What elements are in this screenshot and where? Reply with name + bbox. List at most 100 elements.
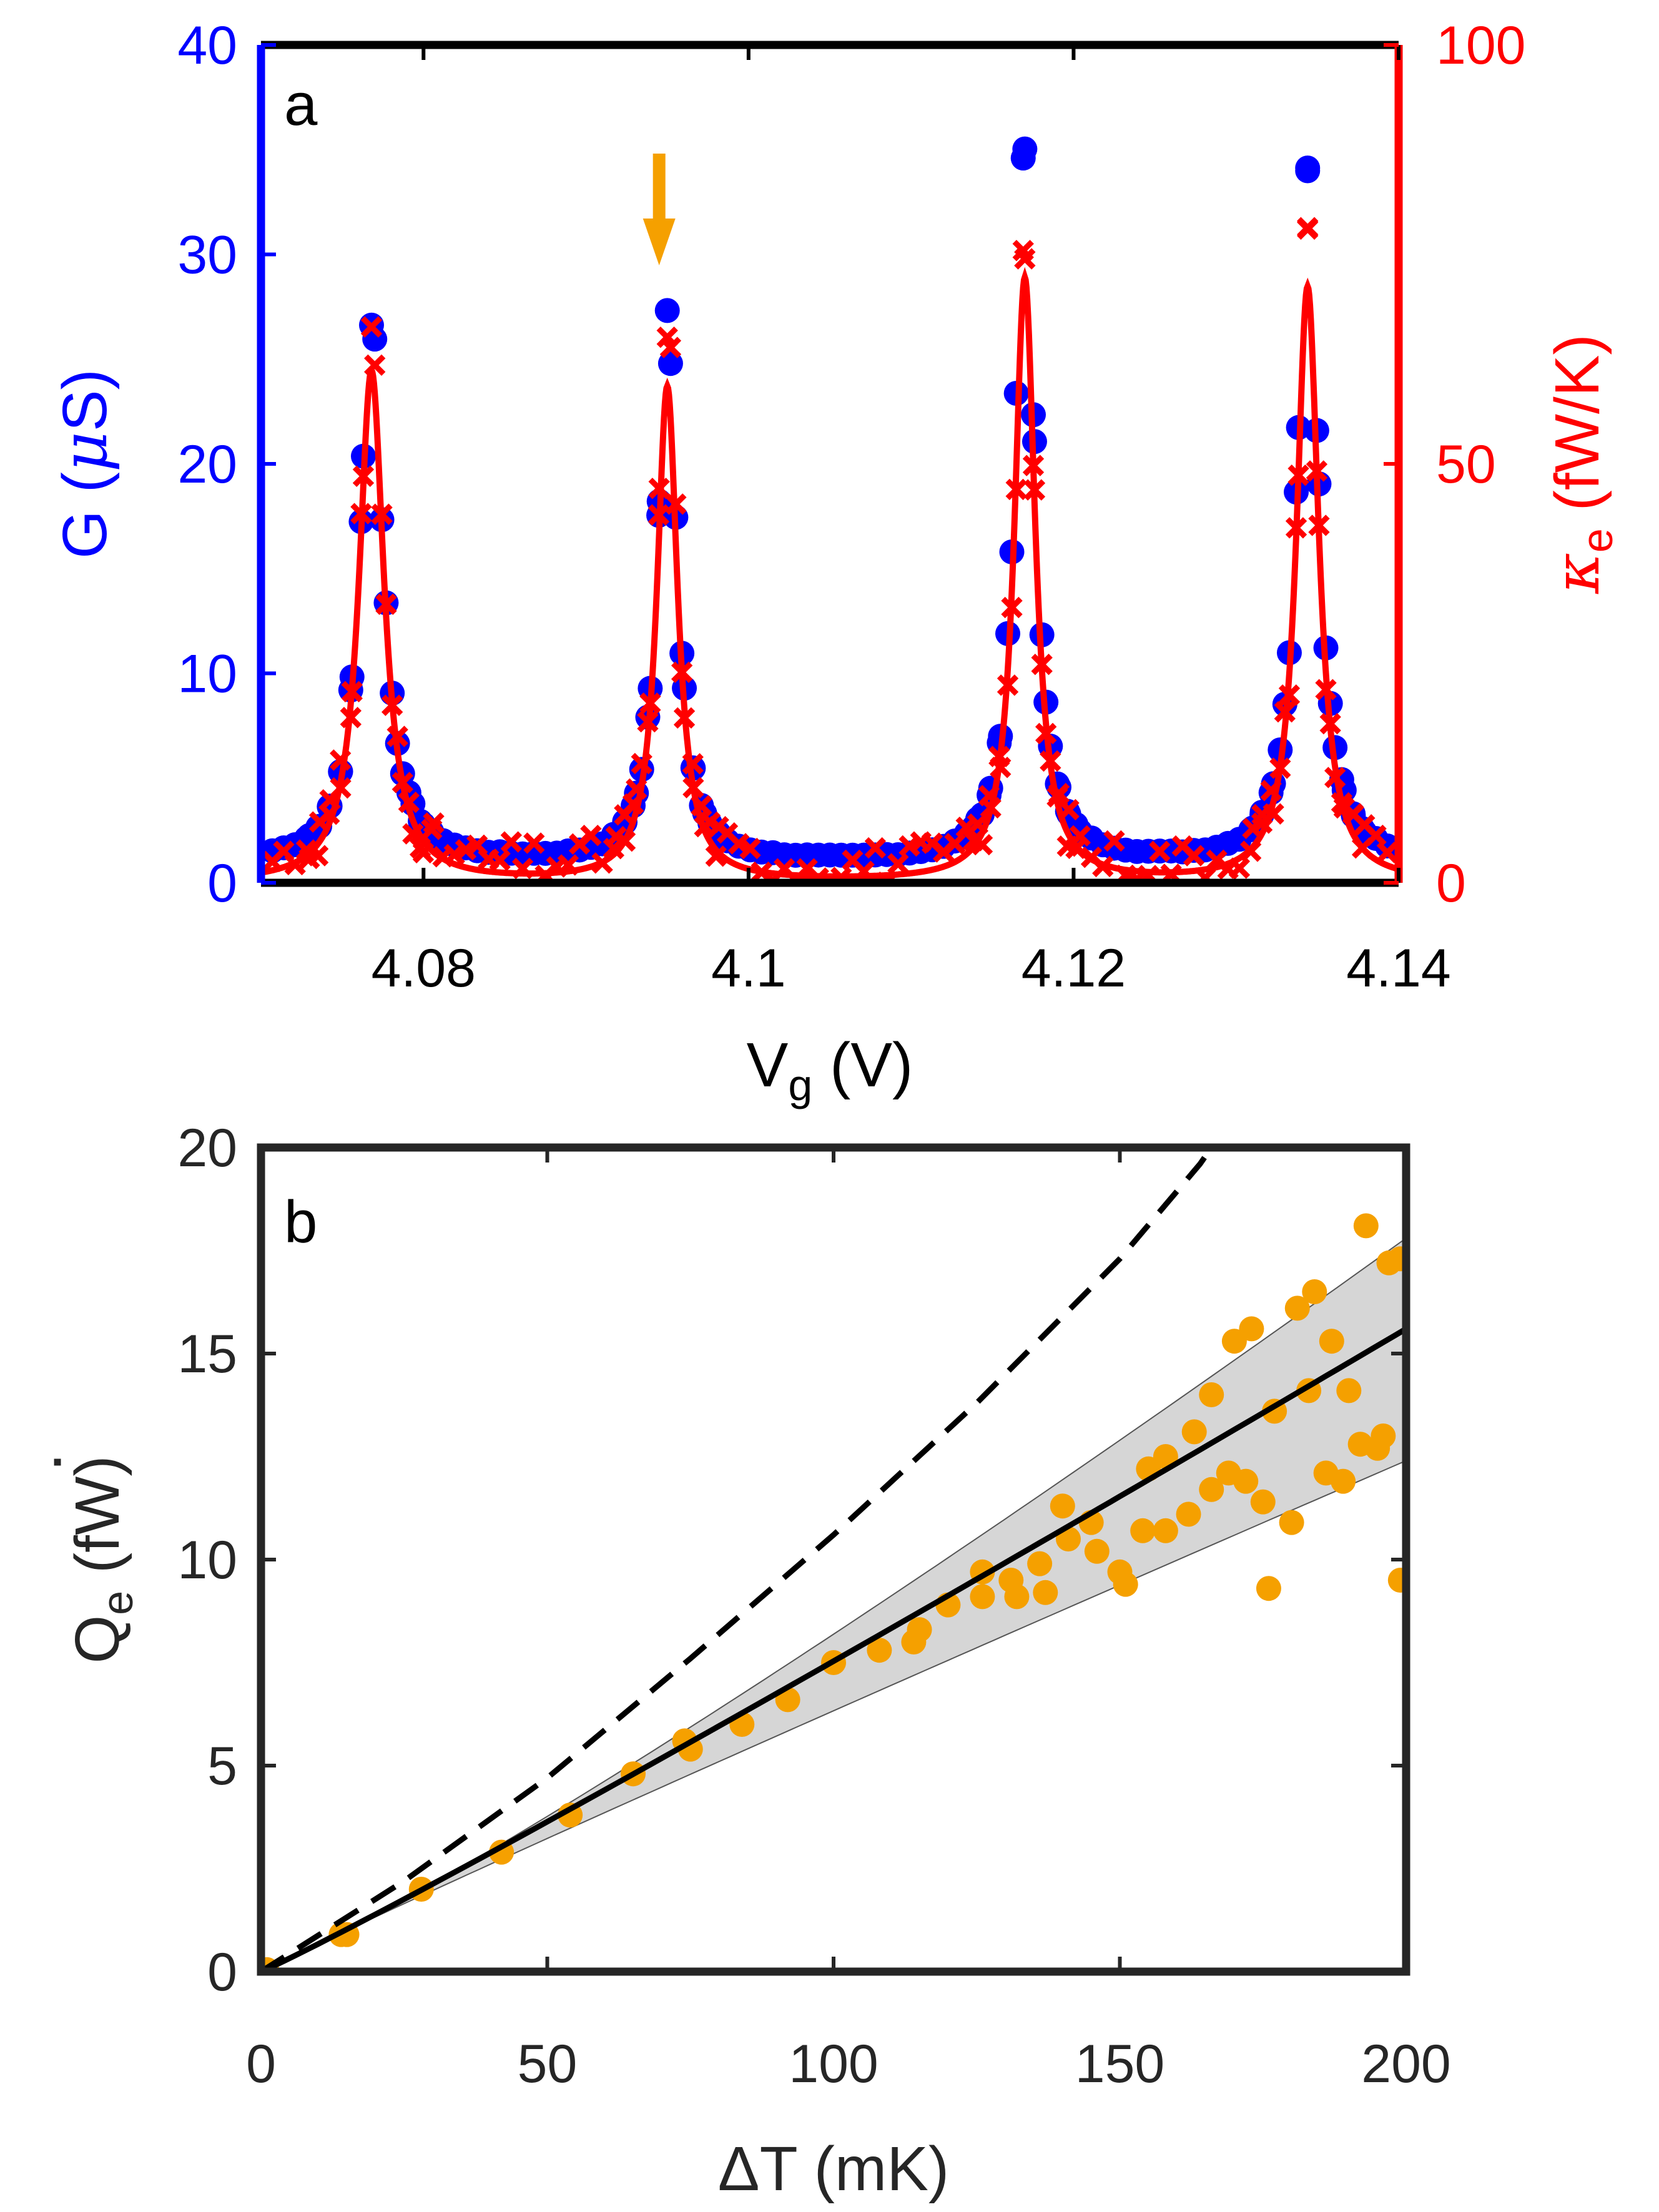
q-data-point <box>1181 1419 1207 1445</box>
panel-b-y-label-dot: ˙ <box>42 1445 122 1480</box>
arrow-shaft <box>652 154 666 222</box>
q-data-point <box>1113 1571 1138 1597</box>
panel-b-label: b <box>284 1189 317 1256</box>
panel-b: 0 50 100 150 200 0 5 10 15 20 b ΔT (mK) Qe (fW) ˙ <box>42 1118 1451 2204</box>
x-tick-label: 4.12 <box>1021 938 1126 998</box>
x-tick-label: 50 <box>518 2034 578 2094</box>
panel-a-y-right-label-sub: e <box>1573 528 1622 553</box>
y-left-tick-label: 20 <box>177 435 237 494</box>
panel-a-y-axis-left-label: G (μS) <box>48 369 121 559</box>
q-data-point <box>1004 1584 1030 1610</box>
y-left-tick-label: 40 <box>177 16 237 76</box>
panel-a-y-left-label-main: G ( <box>50 472 120 559</box>
q-data-point <box>1387 1568 1406 1593</box>
q-data-point <box>1331 1468 1356 1494</box>
panel-a-x-label-unit: (V) <box>812 1030 913 1100</box>
kappa-data-point <box>1297 218 1319 240</box>
q-data-point <box>1199 1382 1224 1407</box>
q-data-point <box>1353 1213 1379 1239</box>
g-data-point <box>1295 158 1321 184</box>
panel-b-frame <box>257 1143 1410 1976</box>
q-data-point <box>1084 1538 1110 1564</box>
q-data-point <box>1336 1378 1362 1403</box>
q-data-point <box>1250 1489 1276 1515</box>
q-data-point <box>970 1584 995 1610</box>
q-data-point <box>1233 1468 1259 1494</box>
panel-b-y-label-main: Q <box>62 1615 132 1664</box>
kappa-data-point <box>1103 830 1125 852</box>
q-data-point <box>1153 1518 1178 1543</box>
panel-a-x-label-main: V <box>747 1030 789 1100</box>
fit-line <box>261 1326 1406 1972</box>
kappa-data-point <box>1149 840 1171 862</box>
panel-a-series <box>261 136 1399 883</box>
panel-a-y-left-label-mu: μ <box>48 431 121 472</box>
q-data-point <box>1371 1423 1396 1448</box>
y-tick-label: 0 <box>207 1942 237 2002</box>
q-data-point <box>907 1617 932 1643</box>
panel-a-label: a <box>284 71 318 138</box>
q-data-point <box>1199 1477 1224 1502</box>
panel-a-plot-area <box>261 136 1399 883</box>
kappa-fit-line <box>261 267 1399 880</box>
y-right-tick-label: 50 <box>1436 435 1496 494</box>
panel-b-ticks: 0 50 100 150 200 0 5 10 15 20 <box>177 1118 1450 2094</box>
y-tick-label: 15 <box>177 1324 237 1384</box>
x-tick-label: 200 <box>1361 2034 1451 2094</box>
q-data-point <box>1256 1576 1281 1601</box>
q-data-point <box>1027 1551 1053 1576</box>
kappa-data-point <box>360 316 383 338</box>
y-tick-label: 20 <box>177 1118 237 1178</box>
y-tick-label: 5 <box>207 1736 237 1796</box>
kappa-data-point <box>659 337 682 358</box>
kappa-data-point <box>1365 824 1387 847</box>
q-data-point <box>1033 1580 1058 1605</box>
y-left-tick-label: 10 <box>177 644 237 704</box>
orange-arrow-marker <box>642 154 676 265</box>
kappa-data-point <box>1014 248 1036 270</box>
q-data-point <box>1130 1518 1156 1543</box>
q-data-point <box>1221 1329 1247 1354</box>
x-tick-label: 4.14 <box>1346 938 1450 998</box>
panel-a-y-left-label-unit: S) <box>50 369 120 431</box>
kappa-data-point <box>489 849 511 872</box>
kappa-data-point <box>1376 842 1398 863</box>
uncertainty-band <box>261 1237 1406 1972</box>
kappa-data-point <box>523 832 545 854</box>
panel-a-x-axis-label: Vg (V) <box>747 1030 913 1109</box>
panel-a-y-right-label-unit: (fW/K) <box>1542 334 1612 528</box>
arrow-head <box>642 219 676 265</box>
q-data-point <box>1153 1444 1178 1469</box>
y-right-tick-label: 0 <box>1436 853 1466 913</box>
panel-b-y-label-sub: e <box>93 1591 142 1615</box>
kappa-data-point <box>944 833 966 855</box>
y-right-tick-label: 100 <box>1436 16 1526 76</box>
q-data-point <box>1050 1493 1075 1519</box>
q-data-point <box>1176 1502 1201 1527</box>
kappa-data-point <box>728 833 750 855</box>
x-tick-label: 150 <box>1075 2034 1165 2094</box>
kappa-data-point <box>864 837 887 859</box>
dashed-reference-curve <box>261 1148 1214 1972</box>
panel-a-x-label-sub: g <box>788 1061 812 1109</box>
kappa-data-point <box>1183 845 1205 867</box>
kappa-data-point <box>455 838 477 861</box>
panel-b-series <box>261 1148 1406 1972</box>
kappa-data-point <box>705 845 727 867</box>
q-data-point <box>1239 1316 1264 1342</box>
q-data-point <box>1387 1246 1406 1272</box>
g-data-point <box>654 298 680 323</box>
y-left-tick-label: 30 <box>177 225 237 285</box>
y-left-tick-label: 0 <box>207 853 237 913</box>
kappa-data-point <box>580 825 602 847</box>
panel-b-plot-area <box>261 1148 1406 1972</box>
q-data-point <box>1319 1329 1344 1354</box>
x-tick-label: 100 <box>789 2034 879 2094</box>
g-data-point <box>1012 136 1038 162</box>
panel-a-ticks: 4.08 4.1 4.12 4.14 0 10 20 30 40 0 50 100 <box>177 16 1525 998</box>
x-tick-label: 0 <box>246 2034 276 2094</box>
x-tick-label: 4.1 <box>711 938 786 998</box>
panel-b-y-label-unit: (fW) <box>62 1455 132 1591</box>
